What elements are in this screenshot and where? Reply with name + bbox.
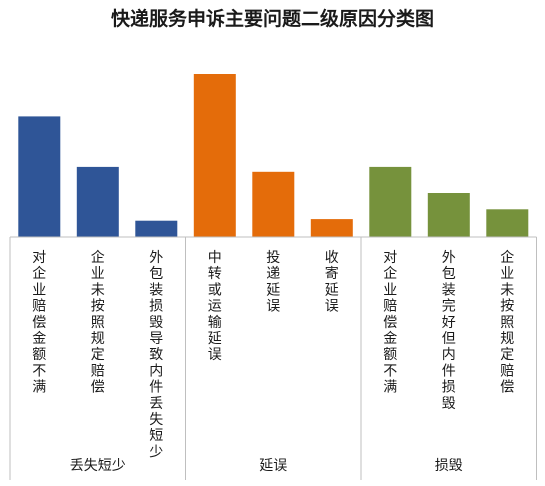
bar-4 — [193, 74, 236, 237]
category-label-9: 企业未按照规定赔偿 — [500, 249, 514, 396]
category-label-4: 中转或运输延误 — [208, 250, 222, 363]
bar-9 — [486, 209, 529, 237]
bar-5 — [252, 171, 295, 237]
bar-8 — [427, 193, 470, 237]
category-label-6: 收寄延误 — [325, 250, 339, 315]
category-label-3: 外包装损毁导致内件丢失短少 — [149, 250, 163, 460]
bar-6 — [310, 219, 353, 237]
category-label-1: 对企业赔偿金额不满 — [32, 250, 46, 396]
chart-title: 快递服务申诉主要问题二级原因分类图 — [110, 8, 434, 30]
bar-7 — [369, 166, 412, 237]
group-label-3: 损毁 — [435, 458, 463, 474]
category-label-8: 外包装完好但内件损毁 — [442, 250, 456, 412]
bar-1 — [18, 116, 61, 237]
bar-3 — [135, 220, 178, 237]
category-label-2: 企业未按照规定赔偿 — [91, 249, 105, 396]
category-label-7: 对企业赔偿金额不满 — [383, 250, 397, 396]
category-label-5: 投递延误 — [266, 250, 280, 315]
bar-2 — [76, 166, 119, 237]
group-label-2: 延误 — [259, 458, 287, 474]
group-label-1: 丢失短少 — [70, 458, 126, 474]
